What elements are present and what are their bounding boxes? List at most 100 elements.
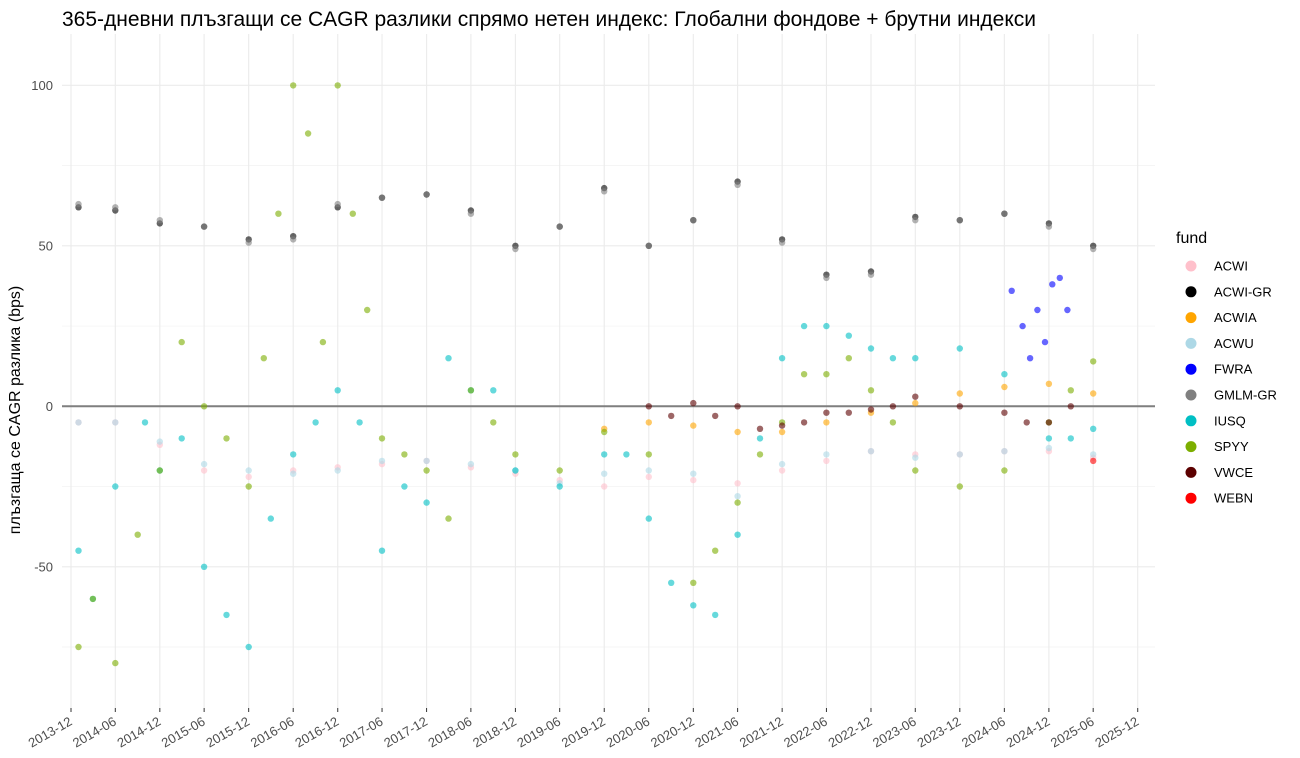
legend-label-vwce: VWCE bbox=[1214, 465, 1253, 480]
data-point-spyy bbox=[712, 547, 719, 554]
legend-key-webn bbox=[1185, 492, 1197, 504]
legend-key-acwi-gr bbox=[1185, 286, 1197, 298]
legend-label-webn: WEBN bbox=[1214, 491, 1253, 506]
data-point-fwra bbox=[1019, 322, 1026, 330]
data-point-acwi bbox=[778, 467, 786, 474]
data-point-iusq bbox=[800, 322, 808, 330]
data-point-gmlm-gr bbox=[378, 194, 386, 201]
data-point-acwu bbox=[245, 467, 252, 474]
data-point-iusq bbox=[512, 467, 519, 474]
legend-label-gmlm-gr: GMLM-GR bbox=[1214, 388, 1277, 403]
data-point-gmlm-gr bbox=[512, 245, 519, 253]
data-point-vwce bbox=[889, 403, 897, 410]
data-point-iusq bbox=[823, 322, 830, 330]
data-point-gmlm-gr bbox=[912, 217, 919, 224]
data-point-spyy bbox=[912, 467, 919, 474]
data-point-spyy bbox=[260, 355, 267, 362]
data-point-iusq bbox=[200, 563, 208, 570]
data-point-spyy bbox=[200, 403, 208, 410]
data-point-acwi bbox=[601, 483, 608, 490]
y-tick-label: 100 bbox=[31, 78, 53, 93]
data-point-acwu bbox=[1045, 444, 1053, 452]
data-point-acwu bbox=[778, 460, 786, 468]
data-point-spyy bbox=[1001, 467, 1008, 474]
data-point-spyy bbox=[956, 483, 963, 490]
data-point-acwi bbox=[645, 473, 652, 481]
data-point-iusq bbox=[556, 483, 563, 490]
data-point-vwce bbox=[645, 403, 652, 410]
legend-label-iusq: IUSQ bbox=[1214, 413, 1246, 428]
data-point-acwu bbox=[734, 493, 741, 500]
data-point-spyy bbox=[349, 210, 356, 217]
legend-label-acwi: ACWI bbox=[1214, 259, 1248, 274]
data-point-acwu bbox=[75, 419, 82, 426]
series-webn bbox=[1090, 457, 1097, 465]
legend-key-vwce bbox=[1185, 466, 1197, 478]
data-point-vwce bbox=[823, 409, 830, 416]
data-point-spyy bbox=[467, 387, 475, 394]
data-point-acwi bbox=[200, 467, 208, 474]
data-point-spyy bbox=[401, 451, 408, 458]
data-point-iusq bbox=[756, 435, 764, 442]
data-point-iusq bbox=[1090, 425, 1097, 432]
data-point-spyy bbox=[334, 82, 341, 89]
data-point-spyy bbox=[290, 82, 297, 89]
data-point-acwia bbox=[778, 428, 786, 436]
data-point-spyy bbox=[556, 467, 563, 474]
data-point-acwu bbox=[690, 470, 697, 477]
data-point-iusq bbox=[623, 451, 630, 458]
legend-key-fwra bbox=[1185, 363, 1197, 375]
data-point-spyy bbox=[304, 130, 312, 137]
data-point-iusq bbox=[356, 419, 363, 426]
data-point-vwce bbox=[845, 409, 852, 416]
legend-label-acwi-gr: ACWI-GR bbox=[1214, 284, 1272, 299]
data-point-iusq bbox=[334, 387, 341, 394]
data-point-iusq bbox=[178, 435, 185, 442]
data-point-spyy bbox=[512, 451, 519, 458]
data-point-spyy bbox=[112, 659, 119, 667]
data-point-vwce bbox=[956, 403, 963, 410]
data-point-spyy bbox=[378, 435, 386, 442]
data-point-acwu bbox=[423, 457, 430, 465]
legend: fund ACWI ACWI-GR ACWIA ACWU FWRA GMLM-GR IUSQ… bbox=[1176, 230, 1277, 506]
data-point-iusq bbox=[401, 483, 408, 490]
series-iusq bbox=[75, 322, 1097, 651]
data-point-gmlm-gr bbox=[601, 188, 608, 195]
data-point-iusq bbox=[668, 579, 675, 586]
data-point-iusq bbox=[423, 499, 430, 506]
series-vwce bbox=[645, 393, 1075, 432]
data-point-acwia bbox=[1045, 380, 1053, 387]
data-point-spyy bbox=[690, 579, 697, 586]
data-point-acwia bbox=[912, 399, 919, 407]
data-point-vwce bbox=[1023, 419, 1030, 426]
data-point-acwi bbox=[690, 476, 697, 484]
legend-label-spyy: SPYY bbox=[1214, 439, 1249, 454]
data-point-spyy bbox=[75, 643, 82, 651]
data-point-acwi bbox=[823, 457, 830, 465]
data-point-gmlm-gr bbox=[956, 217, 963, 224]
data-point-iusq bbox=[141, 419, 149, 426]
series-fwra bbox=[1008, 274, 1071, 362]
data-point-gmlm-gr bbox=[734, 181, 741, 188]
data-point-vwce bbox=[668, 412, 675, 420]
legend-label-acwu: ACWU bbox=[1214, 336, 1254, 351]
y-axis-ticks: -50 0 50 100 bbox=[31, 78, 53, 574]
data-point-fwra bbox=[1049, 281, 1056, 288]
data-point-vwce bbox=[800, 419, 808, 426]
data-point-iusq bbox=[75, 547, 82, 554]
y-axis-label: плъзгаща се CAGR разлика (bps) bbox=[7, 286, 24, 534]
data-point-acwu bbox=[823, 451, 830, 458]
data-point-vwce bbox=[734, 403, 741, 410]
data-point-gmlm-gr bbox=[645, 242, 652, 249]
series-gmlm-gr bbox=[75, 181, 1097, 282]
data-point-iusq bbox=[290, 451, 297, 458]
data-point-acwia bbox=[690, 422, 697, 429]
legend-items: ACWI ACWI-GR ACWIA ACWU FWRA GMLM-GR IUSQ SPYY V… bbox=[1185, 259, 1277, 506]
data-point-iusq bbox=[245, 643, 252, 651]
y-tick-label: -50 bbox=[34, 559, 53, 574]
series-acwu bbox=[75, 419, 1097, 500]
data-point-spyy bbox=[178, 338, 185, 346]
data-point-iusq bbox=[956, 345, 963, 352]
data-point-iusq bbox=[778, 355, 786, 362]
